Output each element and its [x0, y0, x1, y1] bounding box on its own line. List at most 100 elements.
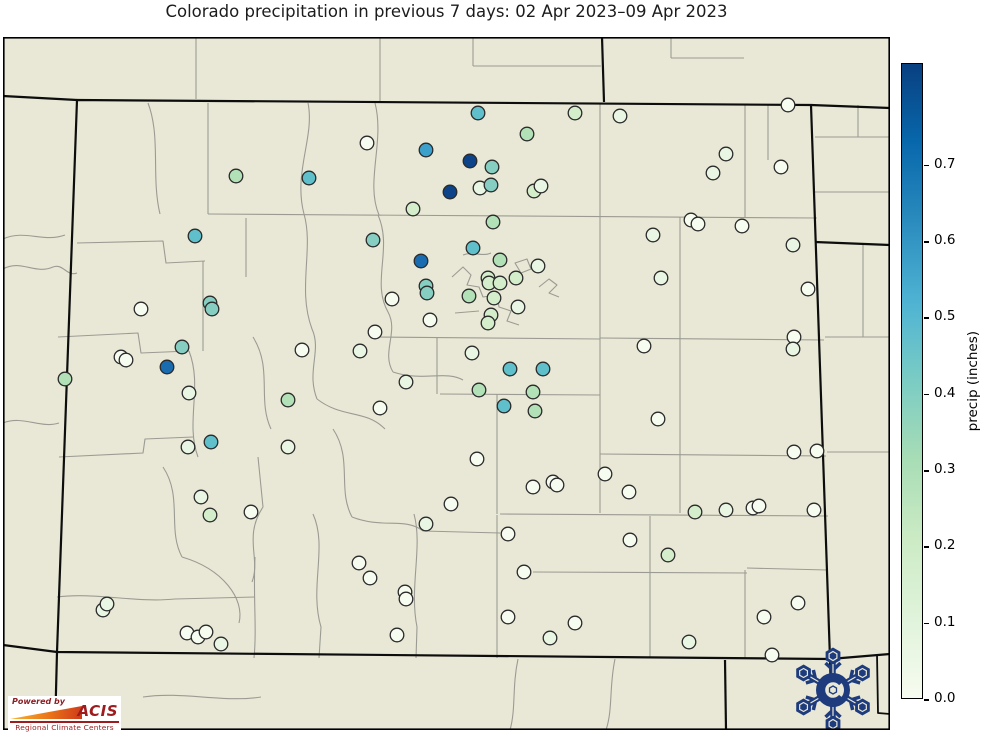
- station-dot: [800, 281, 816, 297]
- colorbar-tick-mark: [924, 241, 929, 243]
- station-dot: [204, 301, 220, 317]
- climate-center-snowflake-logo: [792, 648, 873, 731]
- station-dot: [492, 252, 508, 268]
- colorbar-tick-label: 0.1: [934, 613, 956, 630]
- station-dot: [486, 290, 502, 306]
- station-dot: [756, 609, 772, 625]
- station-dot: [681, 634, 697, 650]
- station-dot: [508, 270, 524, 286]
- station-dot: [418, 516, 434, 532]
- station-dot: [622, 532, 638, 548]
- station-dot: [653, 270, 669, 286]
- station-dot: [398, 374, 414, 390]
- map-frame: [3, 37, 891, 731]
- colorbar-tick-label: 0.6: [934, 232, 956, 249]
- station-dot: [203, 434, 219, 450]
- snowflake-c-glyph: [819, 676, 844, 704]
- station-dot: [500, 609, 516, 625]
- station-dots: [57, 97, 825, 663]
- station-dot: [621, 484, 637, 500]
- station-dot: [660, 547, 676, 563]
- station-dot: [480, 315, 496, 331]
- station-dot: [496, 398, 512, 414]
- acis-swoosh-graphic: [10, 706, 82, 719]
- station-dot: [485, 214, 501, 230]
- colorbar-tick-mark: [924, 622, 929, 625]
- snowflake-center-hex: [828, 685, 838, 695]
- station-dot: [280, 439, 296, 455]
- station-dot: [687, 504, 703, 520]
- station-dot: [362, 570, 378, 586]
- colorbar-tick-mark: [924, 317, 929, 319]
- station-dot: [405, 201, 421, 217]
- station-dot: [180, 439, 196, 455]
- colorbar-tick-mark: [924, 393, 929, 396]
- station-dot: [359, 135, 375, 151]
- station-dot: [159, 359, 175, 375]
- station-dot: [516, 564, 532, 580]
- station-dot: [442, 184, 458, 200]
- colorbar-tick-label: 0.3: [934, 461, 956, 478]
- acis-divider: [10, 721, 119, 723]
- station-dot: [542, 630, 558, 646]
- colorbar-tick-label: 0.5: [934, 308, 956, 325]
- station-dot: [525, 479, 541, 495]
- station-dot: [351, 555, 367, 571]
- acis-logo: Powered by ACIS Regional Climate Centers: [8, 696, 121, 732]
- map-land-background: [3, 37, 890, 730]
- station-dot: [469, 451, 485, 467]
- station-dot: [187, 228, 203, 244]
- station-dot: [533, 178, 549, 194]
- station-dot: [193, 489, 209, 505]
- station-dot: [492, 275, 508, 291]
- station-dot: [502, 361, 518, 377]
- colorbar-tick-label: 0.4: [934, 384, 956, 401]
- station-dot: [464, 345, 480, 361]
- station-dot: [510, 299, 526, 315]
- station-dot: [418, 142, 434, 158]
- station-dot: [718, 502, 734, 518]
- station-dot: [751, 498, 767, 514]
- colorbar-tick-label: 0.0: [934, 690, 956, 706]
- map-title: Colorado precipitation in previous 7 day…: [165, 2, 728, 21]
- station-dot: [419, 285, 435, 301]
- colorado-precip-map: [2, 36, 891, 731]
- colorbar-tick-mark: [924, 164, 929, 167]
- station-dot: [389, 627, 405, 643]
- county-boundaries: [2, 37, 890, 731]
- station-dot: [484, 159, 500, 175]
- station-dot: [384, 291, 400, 307]
- station-dot: [471, 382, 487, 398]
- station-dot: [597, 466, 613, 482]
- station-dot: [372, 400, 388, 416]
- station-dot: [636, 338, 652, 354]
- station-dot: [690, 216, 706, 232]
- station-dot: [527, 403, 543, 419]
- station-dot: [612, 108, 628, 124]
- station-dot: [773, 159, 789, 175]
- station-dot: [806, 502, 822, 518]
- station-dot: [650, 411, 666, 427]
- station-dot: [483, 177, 499, 193]
- station-dot: [470, 105, 486, 121]
- station-dot: [181, 385, 197, 401]
- station-dot: [790, 595, 806, 611]
- colorbar-label: precip (inches): [965, 330, 981, 432]
- station-dot: [567, 105, 583, 121]
- acis-powered-by-text: Powered by: [12, 697, 65, 706]
- acis-acronym: ACIS: [77, 702, 118, 720]
- station-dot: [785, 341, 801, 357]
- station-dot: [567, 615, 583, 631]
- acis-subtitle: Regional Climate Centers: [15, 723, 114, 732]
- station-dot: [519, 126, 535, 142]
- station-dot: [174, 339, 190, 355]
- station-dot: [549, 477, 565, 493]
- station-dot: [243, 504, 259, 520]
- station-dot: [398, 591, 414, 607]
- map-canvas: [2, 36, 891, 731]
- station-dot: [461, 288, 477, 304]
- colorbar-gradient: [901, 63, 923, 699]
- station-dot: [645, 227, 661, 243]
- station-dot: [280, 392, 296, 408]
